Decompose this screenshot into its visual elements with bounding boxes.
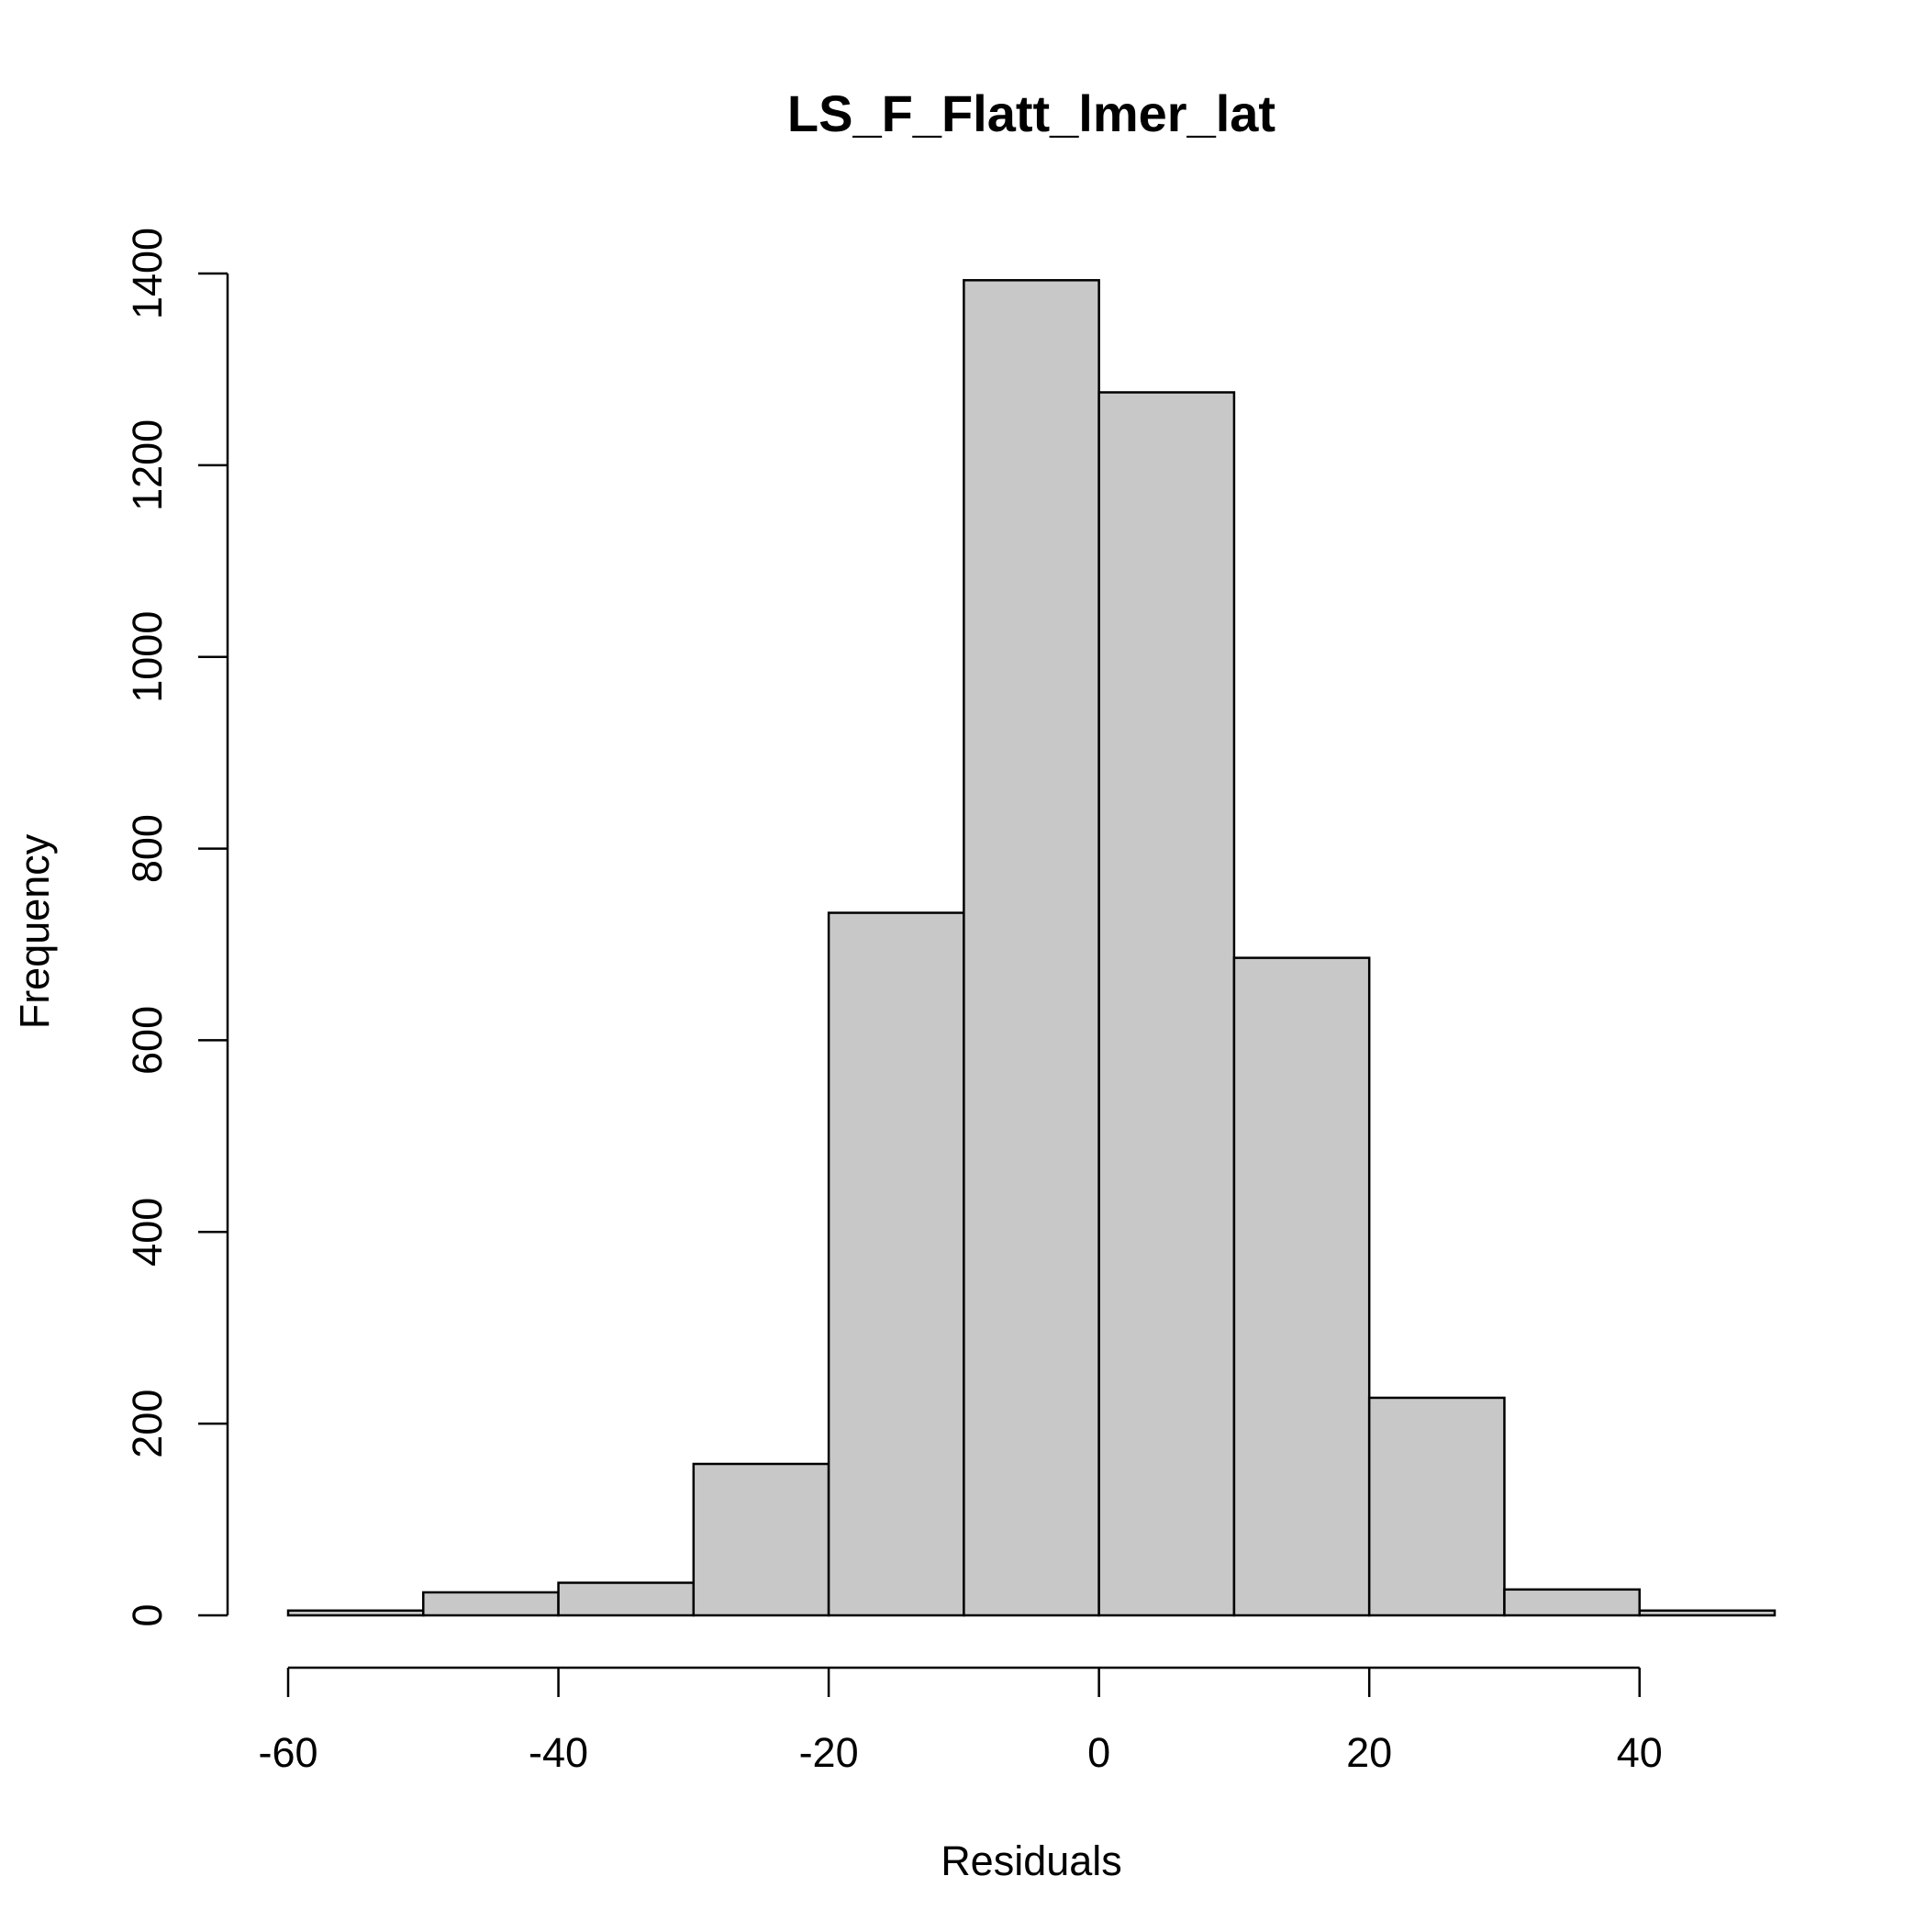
y-axis: 0 200 400 600 800 1000 1200 1400 — [124, 228, 229, 1627]
x-tick-label: -40 — [529, 1729, 588, 1776]
x-tick-label: 20 — [1346, 1729, 1392, 1776]
histogram-bar — [557, 1581, 696, 1617]
y-tick-label: 1400 — [124, 228, 171, 319]
histogram-bar — [1367, 1396, 1506, 1617]
x-tick-label: -20 — [799, 1729, 859, 1776]
y-tick-label: 800 — [124, 814, 171, 883]
histogram-bar — [827, 911, 965, 1617]
x-axis-label: Residuals — [941, 1837, 1122, 1884]
histogram-bar — [1503, 1588, 1641, 1617]
histogram-bar — [1232, 956, 1371, 1617]
y-tick-label: 200 — [124, 1390, 171, 1458]
y-tick-label: 1000 — [124, 611, 171, 703]
y-tick-label: 600 — [124, 1006, 171, 1075]
histogram-bar — [286, 1609, 425, 1617]
x-tick-label: -60 — [258, 1729, 317, 1776]
histogram-bar — [1638, 1609, 1777, 1617]
histogram-bar — [692, 1462, 830, 1617]
y-tick-label: 400 — [124, 1198, 171, 1267]
chart-title: LS_F_Flatt_lmer_lat — [787, 84, 1275, 142]
y-tick-label: 1200 — [124, 419, 171, 511]
bars-layer — [286, 279, 1777, 1617]
y-axis-label: Frequency — [11, 833, 58, 1029]
x-tick-label: 40 — [1617, 1729, 1663, 1776]
histogram-bar — [963, 279, 1100, 1617]
histogram-bar — [422, 1591, 560, 1617]
x-tick-label: 0 — [1087, 1729, 1110, 1776]
y-tick-label: 0 — [124, 1603, 171, 1626]
x-axis: -60 -40 -20 0 20 40 — [258, 1666, 1663, 1776]
histogram-bar — [1097, 391, 1236, 1617]
